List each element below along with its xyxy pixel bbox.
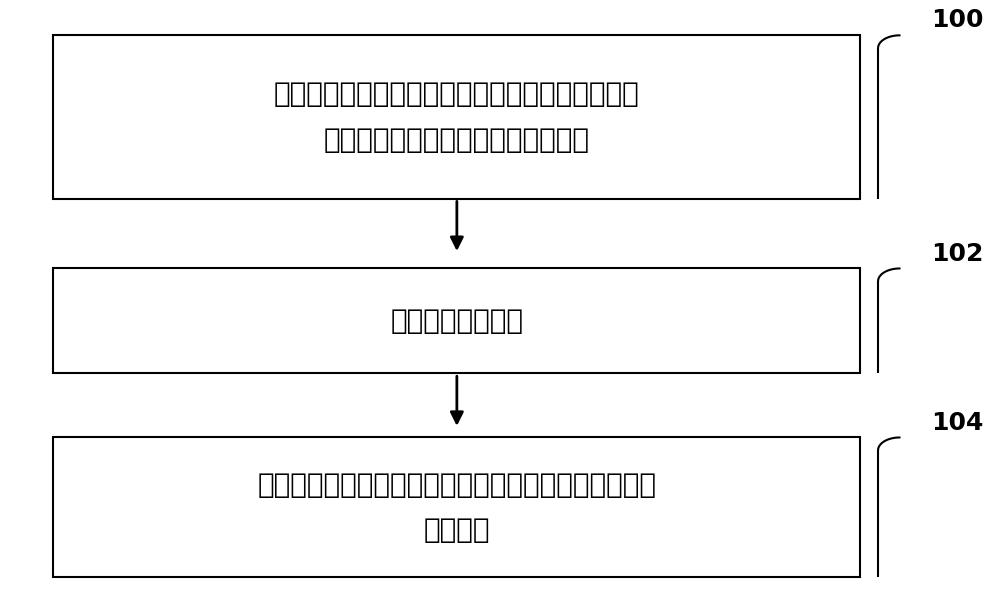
Text: 反馈网络设备标识: 反馈网络设备标识 (390, 307, 523, 335)
FancyBboxPatch shape (53, 437, 860, 577)
FancyBboxPatch shape (53, 35, 860, 198)
Text: 接收获取网络设备标识的请求信息；所述网络设备
标识，用于唯一标识对应的网络设备: 接收获取网络设备标识的请求信息；所述网络设备 标识，用于唯一标识对应的网络设备 (274, 80, 640, 154)
Text: 基于收到的终端日志和对应的所述网络设备标识，定位
网络故障: 基于收到的终端日志和对应的所述网络设备标识，定位 网络故障 (257, 471, 656, 544)
Text: 102: 102 (931, 241, 984, 265)
FancyBboxPatch shape (53, 268, 860, 373)
Text: 100: 100 (931, 8, 984, 32)
Text: 104: 104 (931, 410, 984, 434)
